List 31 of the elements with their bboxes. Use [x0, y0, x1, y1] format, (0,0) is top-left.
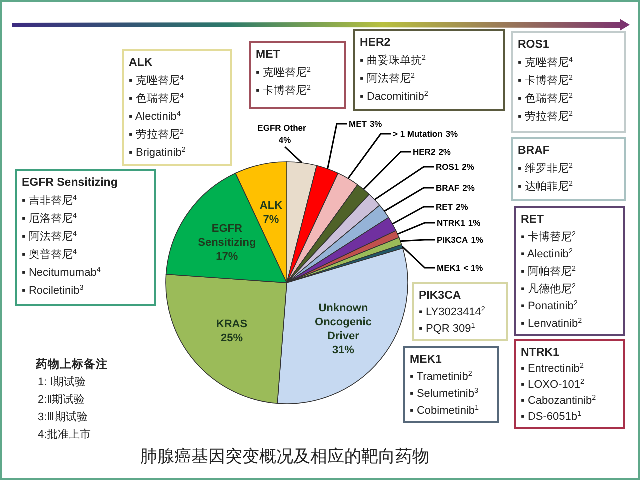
data-label: 3%	[370, 119, 383, 129]
data-label: 2%	[456, 202, 469, 212]
annotation: ALK ▪ 克唑替尼$^{4}$ ▪ 色瑞替尼$^{4}$ ▪ Alectinib$^{4}$ ▪ 劳拉替尼$^{2}$ ▪ Brigatinib$^{2}$	[122, 49, 232, 166]
data-label: 2%	[438, 147, 452, 157]
data-label: 4%	[278, 135, 292, 145]
annotation: 药物上标备注 1: Ⅰ期试验 2:Ⅱ期试验 3:Ⅲ期试验 4:批准上市	[36, 359, 108, 441]
slice-label: EGFR Other	[258, 123, 308, 133]
data-label: 31%	[332, 344, 355, 357]
data-label: 2%	[462, 183, 476, 193]
annotation: ROS1 ▪ 克唑替尼$^{4}$ ▪ 卡博替尼$^{2}$ ▪ 色瑞替尼$^{2}$ ▪ 劳拉替尼$^{2}$	[511, 31, 626, 133]
slice-label: EGFR Sensitizing	[198, 222, 256, 249]
annotation: EGFR Sensitizing ▪ 吉非替尼$^{4}$ ▪ 厄洛替尼$^{4}$ ▪ 阿法替尼$^{4}$ ▪ 奥普替尼$^{4}$ ▪ Necitumumab$^{4}$ ▪ Rociletinib$^{3}$	[15, 169, 156, 306]
data-label: 3%	[446, 129, 459, 139]
data-label: 2%	[462, 162, 475, 172]
data-label: 1%	[468, 218, 482, 228]
annotation: MEK1 ▪ Trametinib$^{2}$ ▪ Selumetinib$^{3}$ ▪ Cobimetinib$^{1}$	[403, 346, 499, 423]
slice-label: ALK	[260, 200, 283, 212]
annotation: MET ▪ 克唑替尼$^{2}$ ▪ 卡博替尼$^{2}$	[249, 41, 346, 109]
annotation: HER2 ▪ 曲妥珠单抗$^{2}$ ▪ 阿法替尼$^{2}$ ▪ Dacomitinib$^{2}$	[353, 29, 505, 111]
data-label: 17%	[216, 250, 238, 263]
annotation: PIK3CA ▪ LY3023414$^{2}$ ▪ PQR 309$^{1}$	[412, 282, 508, 341]
annotation: NTRK1 ▪ Entrectinib$^{2}$ ▪ LOXO-101$^{2}$ ▪ Cabozantinib$^{2}$ ▪ DS-6051b$^{1}$	[514, 339, 625, 429]
annotation: RET ▪ 卡博替尼$^{2}$ ▪ Alectinib$^{2}$ ▪ 阿帕替尼$^{2}$ ▪ 凡德他尼$^{2}$ ▪ Ponatinib$^{2}$ ▪ Lenvatinib$^{2}$	[514, 206, 625, 336]
text: 肺腺癌基因突变概况及相应的靶向药物	[140, 447, 430, 466]
slice-label: KRAS	[216, 318, 248, 330]
data-label: < 1%	[464, 263, 484, 273]
annotation: BRAF ▪ 维罗非尼$^{2}$ ▪ 达帕菲尼$^{2}$	[511, 137, 626, 201]
data-label: 1%	[471, 235, 484, 245]
slice-label: Unknown Oncogenic Driver	[315, 302, 372, 343]
data-label: 7%	[263, 214, 280, 226]
data-label: 25%	[220, 332, 244, 344]
